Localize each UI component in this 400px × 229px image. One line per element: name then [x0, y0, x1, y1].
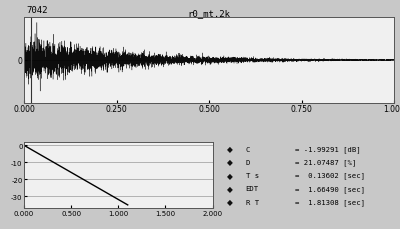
Text: T s: T s [246, 172, 259, 178]
Text: =  1.81308 [sec]: = 1.81308 [sec] [295, 198, 365, 205]
Text: ◆: ◆ [227, 171, 233, 180]
Text: =  0.13602 [sec]: = 0.13602 [sec] [295, 172, 365, 179]
Text: 7042: 7042 [26, 6, 48, 15]
Text: ◆: ◆ [227, 184, 233, 193]
Text: EDT: EDT [246, 185, 259, 191]
Text: = -1.99291 [dB]: = -1.99291 [dB] [295, 146, 361, 152]
Text: D: D [246, 159, 250, 165]
Title: r0_mt.2k: r0_mt.2k [188, 9, 230, 18]
Text: ◆: ◆ [227, 158, 233, 167]
Text: =  1.66490 [sec]: = 1.66490 [sec] [295, 185, 365, 192]
Text: = 21.07487 [%]: = 21.07487 [%] [295, 159, 356, 166]
Text: ◆: ◆ [227, 197, 233, 206]
Text: R T: R T [246, 199, 259, 205]
Text: ◆: ◆ [227, 144, 233, 153]
Text: C: C [246, 146, 250, 152]
